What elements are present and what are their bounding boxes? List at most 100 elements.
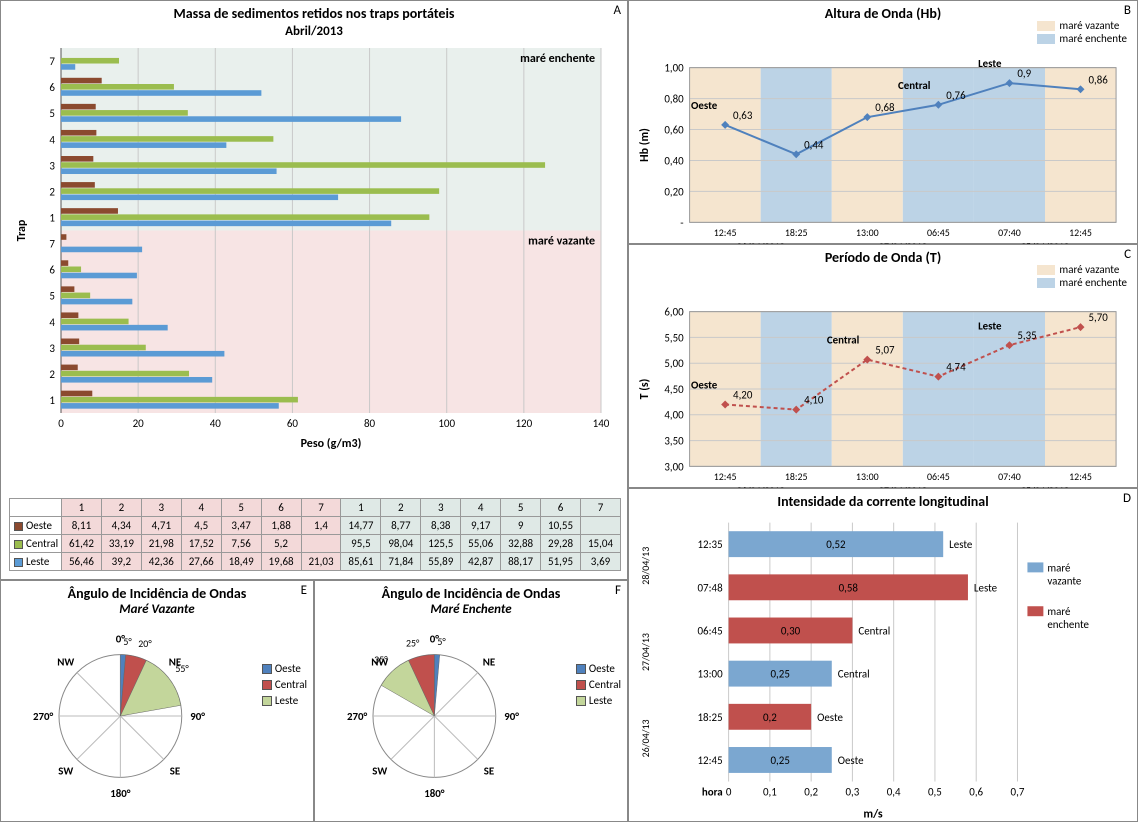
svg-text:maré: maré — [1047, 605, 1071, 618]
svg-text:0,44: 0,44 — [804, 138, 824, 151]
svg-text:06:45: 06:45 — [927, 471, 950, 483]
panel-label-E: E — [301, 583, 307, 598]
svg-text:Hb (m): Hb (m) — [638, 128, 652, 162]
svg-text:4,74: 4,74 — [946, 361, 966, 374]
svg-text:12:45: 12:45 — [1069, 227, 1092, 239]
svg-text:270°: 270° — [33, 710, 54, 723]
svg-text:5,00: 5,00 — [664, 357, 684, 370]
legend-C-enchente: maré enchente — [1059, 276, 1127, 289]
svg-text:5,35: 5,35 — [1017, 329, 1036, 342]
svg-text:Peso (g/m3): Peso (g/m3) — [301, 437, 362, 451]
svg-text:0: 0 — [726, 785, 732, 798]
svg-text:0,2: 0,2 — [804, 785, 818, 798]
chartA-svg: 020406080100120140Peso (g/m3)Trapmaré en… — [11, 43, 611, 453]
svg-text:hora: hora — [702, 785, 723, 798]
panel-label-C: C — [1124, 247, 1131, 262]
svg-text:180°: 180° — [110, 787, 131, 800]
legend-C: maré vazante maré enchente — [1037, 263, 1127, 289]
chartD-title: Intensidade da corrente longitudinal — [629, 493, 1137, 510]
svg-text:7: 7 — [49, 238, 55, 251]
svg-text:07:48: 07:48 — [698, 581, 724, 594]
legend-B: maré vazante maré enchente — [1037, 19, 1127, 45]
svg-text:1: 1 — [49, 394, 55, 407]
svg-text:-: - — [680, 216, 683, 229]
svg-text:12:45: 12:45 — [1069, 471, 1092, 483]
svg-text:0,20: 0,20 — [664, 185, 684, 198]
svg-text:27/04/13: 27/04/13 — [640, 633, 652, 671]
legend-E: OesteCentralLeste — [262, 661, 307, 709]
svg-text:Oeste: Oeste — [838, 754, 864, 767]
svg-text:140: 140 — [593, 417, 610, 430]
svg-text:Central: Central — [827, 334, 860, 347]
svg-text:maré: maré — [1047, 561, 1071, 574]
svg-text:26/04/13: 26/04/13 — [640, 719, 652, 757]
svg-text:18:25: 18:25 — [785, 471, 808, 483]
svg-text:0,60: 0,60 — [664, 123, 684, 136]
svg-text:0,63: 0,63 — [733, 109, 753, 122]
chartE-svg: 0°NE90°SE180°SW270°NW5°20°55° — [1, 617, 313, 815]
svg-text:Trap: Trap — [15, 219, 29, 241]
panel-A: A Massa de sedimentos retidos nos traps … — [0, 0, 628, 580]
svg-text:13:00: 13:00 — [856, 471, 879, 483]
chartB-svg: -0,200,400,600,801,00Hb (m)0,63Oeste0,44… — [629, 24, 1137, 266]
svg-text:NE: NE — [483, 655, 495, 668]
svg-text:06:45: 06:45 — [927, 227, 950, 239]
legend-B-enchente: maré enchente — [1059, 32, 1127, 45]
chartF-title: Ângulo de Incidência de Ondas — [315, 585, 627, 602]
svg-text:5°: 5° — [437, 636, 446, 648]
svg-text:0,7: 0,7 — [1011, 785, 1025, 798]
svg-text:3,00: 3,00 — [664, 460, 684, 473]
svg-text:4,10: 4,10 — [804, 394, 824, 407]
panel-B: B Altura de Onda (Hb) maré vazante maré … — [628, 0, 1138, 244]
panel-label-F: F — [615, 583, 621, 598]
svg-text:120: 120 — [515, 417, 532, 430]
svg-text:4,50: 4,50 — [664, 383, 684, 396]
chartF-svg: 0°NE90°SE180°SW270°NW5°25°35° — [315, 617, 627, 815]
svg-text:0,86: 0,86 — [1088, 73, 1108, 86]
svg-text:0,40: 0,40 — [664, 154, 684, 167]
svg-text:06:45: 06:45 — [698, 624, 723, 637]
svg-text:0,25: 0,25 — [771, 668, 790, 681]
svg-text:60: 60 — [287, 417, 299, 430]
svg-text:3,50: 3,50 — [664, 435, 684, 448]
svg-text:5,07: 5,07 — [875, 344, 895, 357]
svg-text:0,2: 0,2 — [763, 711, 777, 724]
svg-text:Central: Central — [858, 624, 890, 637]
svg-text:Oeste: Oeste — [691, 99, 718, 112]
svg-text:Leste: Leste — [949, 538, 973, 551]
svg-text:40: 40 — [210, 417, 222, 430]
svg-text:0,68: 0,68 — [875, 101, 895, 114]
svg-text:4,00: 4,00 — [664, 409, 684, 422]
svg-text:12:45: 12:45 — [714, 227, 737, 239]
legend-B-vazante: maré vazante — [1059, 19, 1119, 32]
svg-text:6,00: 6,00 — [664, 306, 684, 319]
svg-text:Central: Central — [838, 668, 870, 681]
svg-text:18:25: 18:25 — [698, 711, 723, 724]
svg-text:SW: SW — [372, 765, 387, 778]
svg-text:m/s: m/s — [863, 807, 883, 821]
svg-text:35°: 35° — [374, 654, 388, 666]
svg-text:5°: 5° — [123, 636, 132, 648]
panel-F: F Ângulo de Incidência de Ondas Maré Enc… — [314, 580, 628, 822]
svg-text:NW: NW — [57, 655, 74, 668]
svg-text:12:45: 12:45 — [698, 754, 723, 767]
svg-text:T (s): T (s) — [638, 379, 652, 400]
svg-text:0,6: 0,6 — [969, 785, 983, 798]
svg-text:0,52: 0,52 — [826, 538, 846, 551]
svg-text:3: 3 — [49, 342, 55, 355]
svg-text:4: 4 — [49, 133, 55, 146]
svg-text:0,9: 0,9 — [1017, 67, 1031, 80]
svg-text:07:40: 07:40 — [998, 227, 1021, 239]
chartC-svg: 3,003,504,004,505,005,506,00T (s)4,20Oes… — [629, 268, 1137, 510]
svg-text:7: 7 — [49, 55, 55, 68]
svg-text:5: 5 — [49, 107, 55, 120]
svg-text:13:00: 13:00 — [698, 668, 724, 681]
svg-text:Leste: Leste — [978, 319, 1002, 332]
svg-text:2: 2 — [49, 368, 55, 381]
chartA-title: Massa de sedimentos retidos nos traps po… — [1, 5, 627, 22]
svg-text:20: 20 — [133, 417, 145, 430]
svg-text:90°: 90° — [190, 710, 205, 723]
svg-text:1,00: 1,00 — [664, 62, 684, 75]
svg-text:SW: SW — [58, 765, 73, 778]
svg-text:0,58: 0,58 — [839, 581, 859, 594]
